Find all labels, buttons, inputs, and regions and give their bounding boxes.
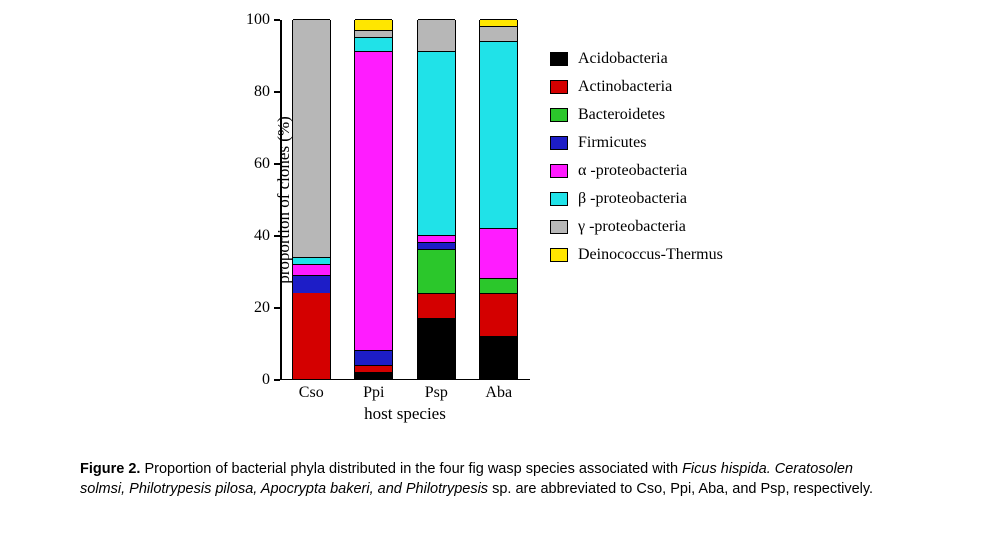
segment-beta_proteo	[480, 41, 517, 228]
legend-label: Deinococcus-Thermus	[578, 246, 723, 264]
x-tick-label: Aba	[485, 384, 512, 402]
legend-label: α -proteobacteria	[578, 162, 687, 180]
caption-text-1: Proportion of bacterial phyla distribute…	[140, 461, 682, 477]
bar-aba	[479, 20, 518, 380]
legend-swatch	[550, 136, 568, 150]
legend-label: γ -proteobacteria	[578, 218, 686, 236]
legend-swatch	[550, 248, 568, 262]
segment-firmicutes	[293, 275, 330, 293]
legend-label: β -proteobacteria	[578, 190, 687, 208]
y-tick	[274, 163, 280, 165]
y-tick	[274, 307, 280, 309]
legend-item-gamma_proteo: γ -proteobacteria	[550, 218, 790, 236]
segment-acidobacteria	[355, 372, 392, 379]
y-tick	[274, 235, 280, 237]
segment-gamma_proteo	[480, 26, 517, 40]
segment-gamma_proteo	[293, 19, 330, 257]
legend-item-beta_proteo: β -proteobacteria	[550, 190, 790, 208]
legend-item-bacteroidetes: Bacteroidetes	[550, 106, 790, 124]
legend-item-acidobacteria: Acidobacteria	[550, 50, 790, 68]
legend-item-deinococcus: Deinococcus-Thermus	[550, 246, 790, 264]
segment-gamma_proteo	[418, 19, 455, 51]
x-tick-label: Psp	[425, 384, 448, 402]
segment-actinobacteria	[480, 293, 517, 336]
segment-beta_proteo	[355, 37, 392, 51]
legend-swatch	[550, 80, 568, 94]
segment-acidobacteria	[418, 318, 455, 379]
bar-psp	[417, 20, 456, 380]
bar-cso	[292, 20, 331, 380]
segment-beta_proteo	[293, 257, 330, 264]
segment-acidobacteria	[480, 336, 517, 379]
caption-label: Figure 2.	[80, 461, 140, 477]
segment-deinococcus	[480, 19, 517, 26]
legend-swatch	[550, 52, 568, 66]
legend-item-firmicutes: Firmicutes	[550, 134, 790, 152]
caption-text-2: sp. are abbreviated to Cso, Ppi, Aba, an…	[488, 481, 873, 497]
segment-actinobacteria	[418, 293, 455, 318]
y-tick-label: 60	[240, 155, 270, 173]
y-tick-label: 40	[240, 227, 270, 245]
legend-label: Acidobacteria	[578, 50, 668, 68]
x-tick-label: Cso	[299, 384, 324, 402]
y-tick-label: 100	[240, 11, 270, 29]
y-axis-label: proportion of clones (%)	[274, 116, 294, 284]
segment-firmicutes	[418, 242, 455, 249]
legend-swatch	[550, 108, 568, 122]
y-tick-label: 20	[240, 299, 270, 317]
y-tick-label: 0	[240, 371, 270, 389]
figure-caption: Figure 2. Proportion of bacterial phyla …	[80, 460, 902, 499]
segment-beta_proteo	[418, 51, 455, 235]
y-tick-label: 80	[240, 83, 270, 101]
segment-actinobacteria	[355, 365, 392, 372]
segment-alpha_proteo	[293, 264, 330, 275]
x-axis-label: host species	[364, 404, 446, 424]
legend-label: Firmicutes	[578, 134, 646, 152]
segment-deinococcus	[355, 19, 392, 30]
legend-label: Actinobacteria	[578, 78, 672, 96]
legend-swatch	[550, 220, 568, 234]
plot-area: proportion of clones (%) host species 02…	[280, 20, 530, 380]
legend-swatch	[550, 192, 568, 206]
legend-item-alpha_proteo: α -proteobacteria	[550, 162, 790, 180]
bar-ppi	[354, 20, 393, 380]
segment-gamma_proteo	[355, 30, 392, 37]
segment-alpha_proteo	[480, 228, 517, 278]
segment-bacteroidetes	[480, 278, 517, 292]
y-tick	[274, 91, 280, 93]
legend-swatch	[550, 164, 568, 178]
legend-label: Bacteroidetes	[578, 106, 665, 124]
segment-bacteroidetes	[418, 249, 455, 292]
segment-firmicutes	[355, 350, 392, 364]
y-tick	[274, 379, 280, 381]
y-tick	[274, 19, 280, 21]
x-tick-label: Ppi	[363, 384, 384, 402]
segment-alpha_proteo	[418, 235, 455, 242]
legend-item-actinobacteria: Actinobacteria	[550, 78, 790, 96]
figure-container: proportion of clones (%) host species 0 2…	[180, 0, 800, 440]
segment-actinobacteria	[293, 293, 330, 379]
segment-alpha_proteo	[355, 51, 392, 350]
legend: Acidobacteria Actinobacteria Bacteroidetes…	[550, 50, 790, 274]
